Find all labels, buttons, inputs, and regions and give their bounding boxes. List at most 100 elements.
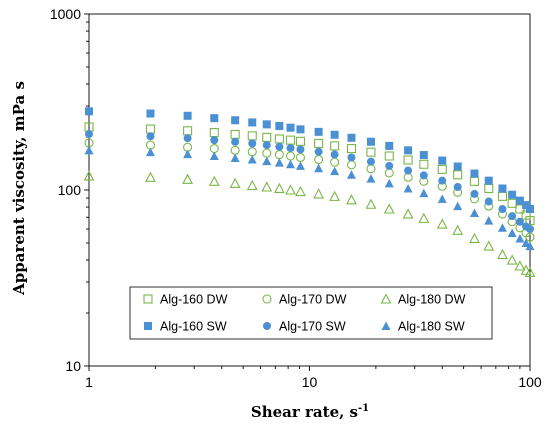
data-point <box>419 188 429 198</box>
data-point <box>508 190 517 199</box>
x-tick-label: 100 <box>518 374 542 390</box>
data-point <box>230 145 240 155</box>
data-point <box>273 182 285 194</box>
legend-label: Alg-180 SW <box>398 320 465 334</box>
data-point <box>183 111 192 120</box>
legend-label: Alg-160 SW <box>160 320 227 334</box>
data-point <box>366 137 375 146</box>
data-point <box>248 118 257 127</box>
data-point <box>262 141 271 150</box>
data-point <box>419 151 428 160</box>
data-point <box>404 166 413 175</box>
data-point <box>384 151 394 161</box>
data-point <box>145 124 156 134</box>
data-point <box>383 203 395 214</box>
data-point <box>262 156 272 166</box>
data-point <box>296 145 305 154</box>
data-point <box>231 137 240 146</box>
data-point <box>262 148 272 158</box>
data-point <box>231 116 240 125</box>
data-point <box>497 248 508 260</box>
legend-marker <box>262 294 272 304</box>
data-point <box>436 218 448 229</box>
data-point <box>366 164 376 174</box>
data-point <box>385 161 394 170</box>
data-point <box>507 198 517 208</box>
data-point <box>525 232 535 242</box>
x-axis-title-superscript: -1 <box>358 403 369 414</box>
data-point <box>515 234 525 243</box>
data-point <box>403 183 413 193</box>
data-point <box>145 171 156 182</box>
data-point <box>248 139 257 148</box>
data-point <box>438 156 447 165</box>
x-axis-title: Shear rate, s-1 <box>251 403 369 421</box>
data-point <box>313 188 325 199</box>
data-point <box>183 134 192 143</box>
data-point <box>453 201 463 211</box>
series-alg-170-sw <box>85 130 534 234</box>
series-alg-180-sw <box>84 145 535 251</box>
data-point <box>285 135 296 145</box>
data-point <box>484 176 493 185</box>
data-point <box>498 184 507 193</box>
data-point <box>402 208 414 219</box>
data-point <box>525 241 535 251</box>
data-point <box>183 126 193 136</box>
data-point <box>295 136 306 146</box>
x-axis-title-main: Shear rate, s <box>251 403 358 421</box>
data-point <box>469 232 480 244</box>
data-point <box>347 133 356 142</box>
data-point <box>247 155 257 164</box>
data-point <box>498 204 507 213</box>
data-point <box>346 160 357 170</box>
data-point <box>295 161 305 170</box>
legend-marker <box>263 322 271 330</box>
data-point <box>262 120 271 129</box>
data-point <box>404 146 413 155</box>
data-point <box>285 159 295 169</box>
legend-label: Alg-180 DW <box>398 293 466 307</box>
data-point <box>208 175 220 186</box>
data-point <box>274 158 284 167</box>
legend-label: Alg-170 DW <box>279 293 347 307</box>
data-point <box>314 163 324 173</box>
y-tick-label: 10 <box>65 358 81 374</box>
data-point <box>286 144 295 153</box>
data-point <box>247 147 257 157</box>
series-alg-180-dw <box>83 170 536 278</box>
data-point <box>230 129 240 139</box>
series-alg-160-sw <box>85 107 534 213</box>
legend-box <box>129 286 493 340</box>
data-point <box>526 225 534 234</box>
data-point <box>261 181 273 192</box>
data-point <box>484 216 494 225</box>
data-point <box>314 138 324 148</box>
data-point <box>330 130 339 139</box>
data-point <box>209 151 219 161</box>
data-point <box>452 224 464 235</box>
data-point <box>524 266 536 278</box>
data-point <box>85 107 93 116</box>
data-point <box>437 164 447 174</box>
data-point <box>346 194 357 205</box>
legend-marker <box>381 321 391 330</box>
data-point <box>365 198 377 209</box>
data-point <box>403 172 413 182</box>
data-point <box>330 166 340 176</box>
x-tick-label: 1 <box>85 374 93 390</box>
data-point <box>146 109 155 118</box>
data-point <box>385 141 394 150</box>
data-point <box>246 179 258 191</box>
data-point <box>274 150 284 160</box>
data-point <box>146 132 155 141</box>
data-point <box>230 153 240 162</box>
data-point <box>453 183 462 192</box>
legend: Alg-160 DW Alg-170 DW Alg-180 DW Alg-160 SW… <box>129 286 493 340</box>
data-point <box>384 168 394 178</box>
data-point <box>366 147 376 157</box>
data-point <box>470 169 479 178</box>
legend-label: Alg-160 DW <box>160 293 228 307</box>
